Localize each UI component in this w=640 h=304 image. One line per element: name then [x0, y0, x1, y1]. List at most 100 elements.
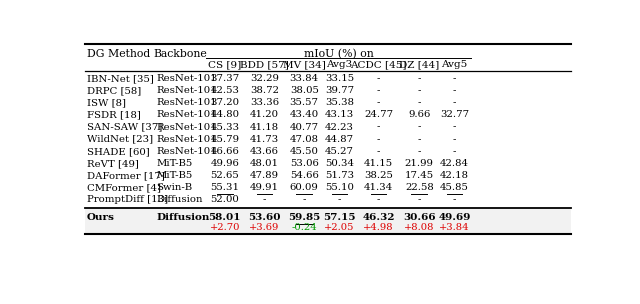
Text: 54.66: 54.66 — [290, 171, 319, 180]
Text: 42.84: 42.84 — [440, 159, 469, 168]
Text: 9.66: 9.66 — [408, 110, 431, 119]
Text: 43.13: 43.13 — [324, 110, 354, 119]
Text: 55.31: 55.31 — [211, 183, 239, 192]
Text: 49.69: 49.69 — [438, 213, 470, 222]
Text: SAN-SAW [37]: SAN-SAW [37] — [87, 123, 163, 132]
Text: 53.60: 53.60 — [248, 213, 281, 222]
Text: ResNet-101: ResNet-101 — [156, 98, 217, 107]
Text: -: - — [377, 86, 380, 95]
Text: 35.57: 35.57 — [290, 98, 319, 107]
Text: 22.58: 22.58 — [405, 183, 434, 192]
Text: 41.15: 41.15 — [364, 159, 393, 168]
Text: 49.91: 49.91 — [250, 183, 279, 192]
Text: BDD [57]: BDD [57] — [240, 60, 289, 69]
Text: 33.84: 33.84 — [290, 74, 319, 83]
Text: DZ [44]: DZ [44] — [399, 60, 440, 69]
Text: PromptDiff [13]: PromptDiff [13] — [87, 195, 168, 204]
Text: 33.36: 33.36 — [250, 98, 279, 107]
Text: 42.18: 42.18 — [440, 171, 469, 180]
Text: DAFormer [17]: DAFormer [17] — [87, 171, 165, 180]
Text: ResNet-101: ResNet-101 — [156, 74, 217, 83]
Text: -: - — [417, 147, 421, 156]
Text: 53.06: 53.06 — [290, 159, 319, 168]
Text: -: - — [377, 147, 380, 156]
Text: 55.10: 55.10 — [325, 183, 354, 192]
Text: 52.00: 52.00 — [211, 195, 239, 204]
Text: 59.85: 59.85 — [288, 213, 320, 222]
Text: 48.01: 48.01 — [250, 159, 279, 168]
Text: 33.15: 33.15 — [325, 74, 354, 83]
Text: SHADE [60]: SHADE [60] — [87, 147, 150, 156]
Text: 38.05: 38.05 — [290, 86, 319, 95]
Text: 39.77: 39.77 — [325, 86, 354, 95]
Text: 46.32: 46.32 — [362, 213, 395, 222]
Text: 47.89: 47.89 — [250, 171, 279, 180]
Text: 38.72: 38.72 — [250, 86, 279, 95]
Text: +2.70: +2.70 — [209, 223, 240, 232]
Text: ResNet-101: ResNet-101 — [156, 110, 217, 119]
Text: -: - — [377, 195, 380, 204]
Text: 45.50: 45.50 — [290, 147, 319, 156]
Text: -: - — [417, 195, 421, 204]
Text: FSDR [18]: FSDR [18] — [87, 110, 141, 119]
Text: -: - — [417, 135, 421, 144]
Text: Swin-B: Swin-B — [156, 183, 193, 192]
Text: -: - — [377, 98, 380, 107]
Text: 58.01: 58.01 — [209, 213, 241, 222]
Text: -: - — [377, 74, 380, 83]
Text: -0.24: -0.24 — [291, 223, 317, 232]
Text: -: - — [417, 98, 421, 107]
Text: 45.33: 45.33 — [211, 123, 239, 132]
Text: -: - — [452, 86, 456, 95]
Text: 35.38: 35.38 — [325, 98, 354, 107]
Text: 49.96: 49.96 — [211, 159, 239, 168]
Text: 60.09: 60.09 — [290, 183, 319, 192]
Text: MiT-B5: MiT-B5 — [156, 171, 193, 180]
Text: Diffusion: Diffusion — [156, 213, 210, 222]
Text: 21.99: 21.99 — [405, 159, 434, 168]
Text: 32.77: 32.77 — [440, 110, 469, 119]
Text: 30.66: 30.66 — [403, 213, 436, 222]
Text: -: - — [338, 195, 341, 204]
Text: -: - — [417, 86, 421, 95]
Text: 38.25: 38.25 — [364, 171, 393, 180]
Text: 37.37: 37.37 — [210, 74, 239, 83]
Text: 41.18: 41.18 — [250, 123, 279, 132]
Text: ResNet-101: ResNet-101 — [156, 135, 217, 144]
Text: Backbone: Backbone — [154, 49, 207, 59]
Text: 17.45: 17.45 — [404, 171, 434, 180]
Text: ReVT [49]: ReVT [49] — [87, 159, 139, 168]
Text: CMFormer [4]: CMFormer [4] — [87, 183, 161, 192]
Text: ResNet-101: ResNet-101 — [156, 123, 217, 132]
Text: 42.53: 42.53 — [211, 86, 239, 95]
Text: 32.29: 32.29 — [250, 74, 279, 83]
Text: 41.73: 41.73 — [250, 135, 279, 144]
Text: -: - — [377, 123, 380, 132]
Text: 41.20: 41.20 — [250, 110, 279, 119]
Text: 43.40: 43.40 — [290, 110, 319, 119]
Text: MiT-B5: MiT-B5 — [156, 159, 193, 168]
Text: WildNet [23]: WildNet [23] — [87, 135, 153, 144]
Text: IBN-Net [35]: IBN-Net [35] — [87, 74, 154, 83]
Text: -: - — [417, 123, 421, 132]
Text: 52.65: 52.65 — [211, 171, 239, 180]
Text: -: - — [452, 135, 456, 144]
Text: 51.73: 51.73 — [325, 171, 354, 180]
Text: +3.69: +3.69 — [250, 223, 280, 232]
Text: ResNet-101: ResNet-101 — [156, 86, 217, 95]
Text: ResNet-101: ResNet-101 — [156, 147, 217, 156]
Text: Ours: Ours — [87, 213, 115, 222]
Text: 44.87: 44.87 — [325, 135, 354, 144]
Text: -: - — [377, 135, 380, 144]
Text: -: - — [303, 195, 306, 204]
Text: 44.80: 44.80 — [211, 110, 239, 119]
Text: -: - — [452, 123, 456, 132]
Text: Avg3: Avg3 — [326, 60, 353, 69]
Text: -: - — [263, 195, 266, 204]
Text: 40.77: 40.77 — [290, 123, 319, 132]
Text: 57.15: 57.15 — [323, 213, 356, 222]
Text: +3.84: +3.84 — [439, 223, 470, 232]
Text: DRPC [58]: DRPC [58] — [87, 86, 141, 95]
Bar — [85, 208, 571, 233]
Text: 46.66: 46.66 — [211, 147, 239, 156]
